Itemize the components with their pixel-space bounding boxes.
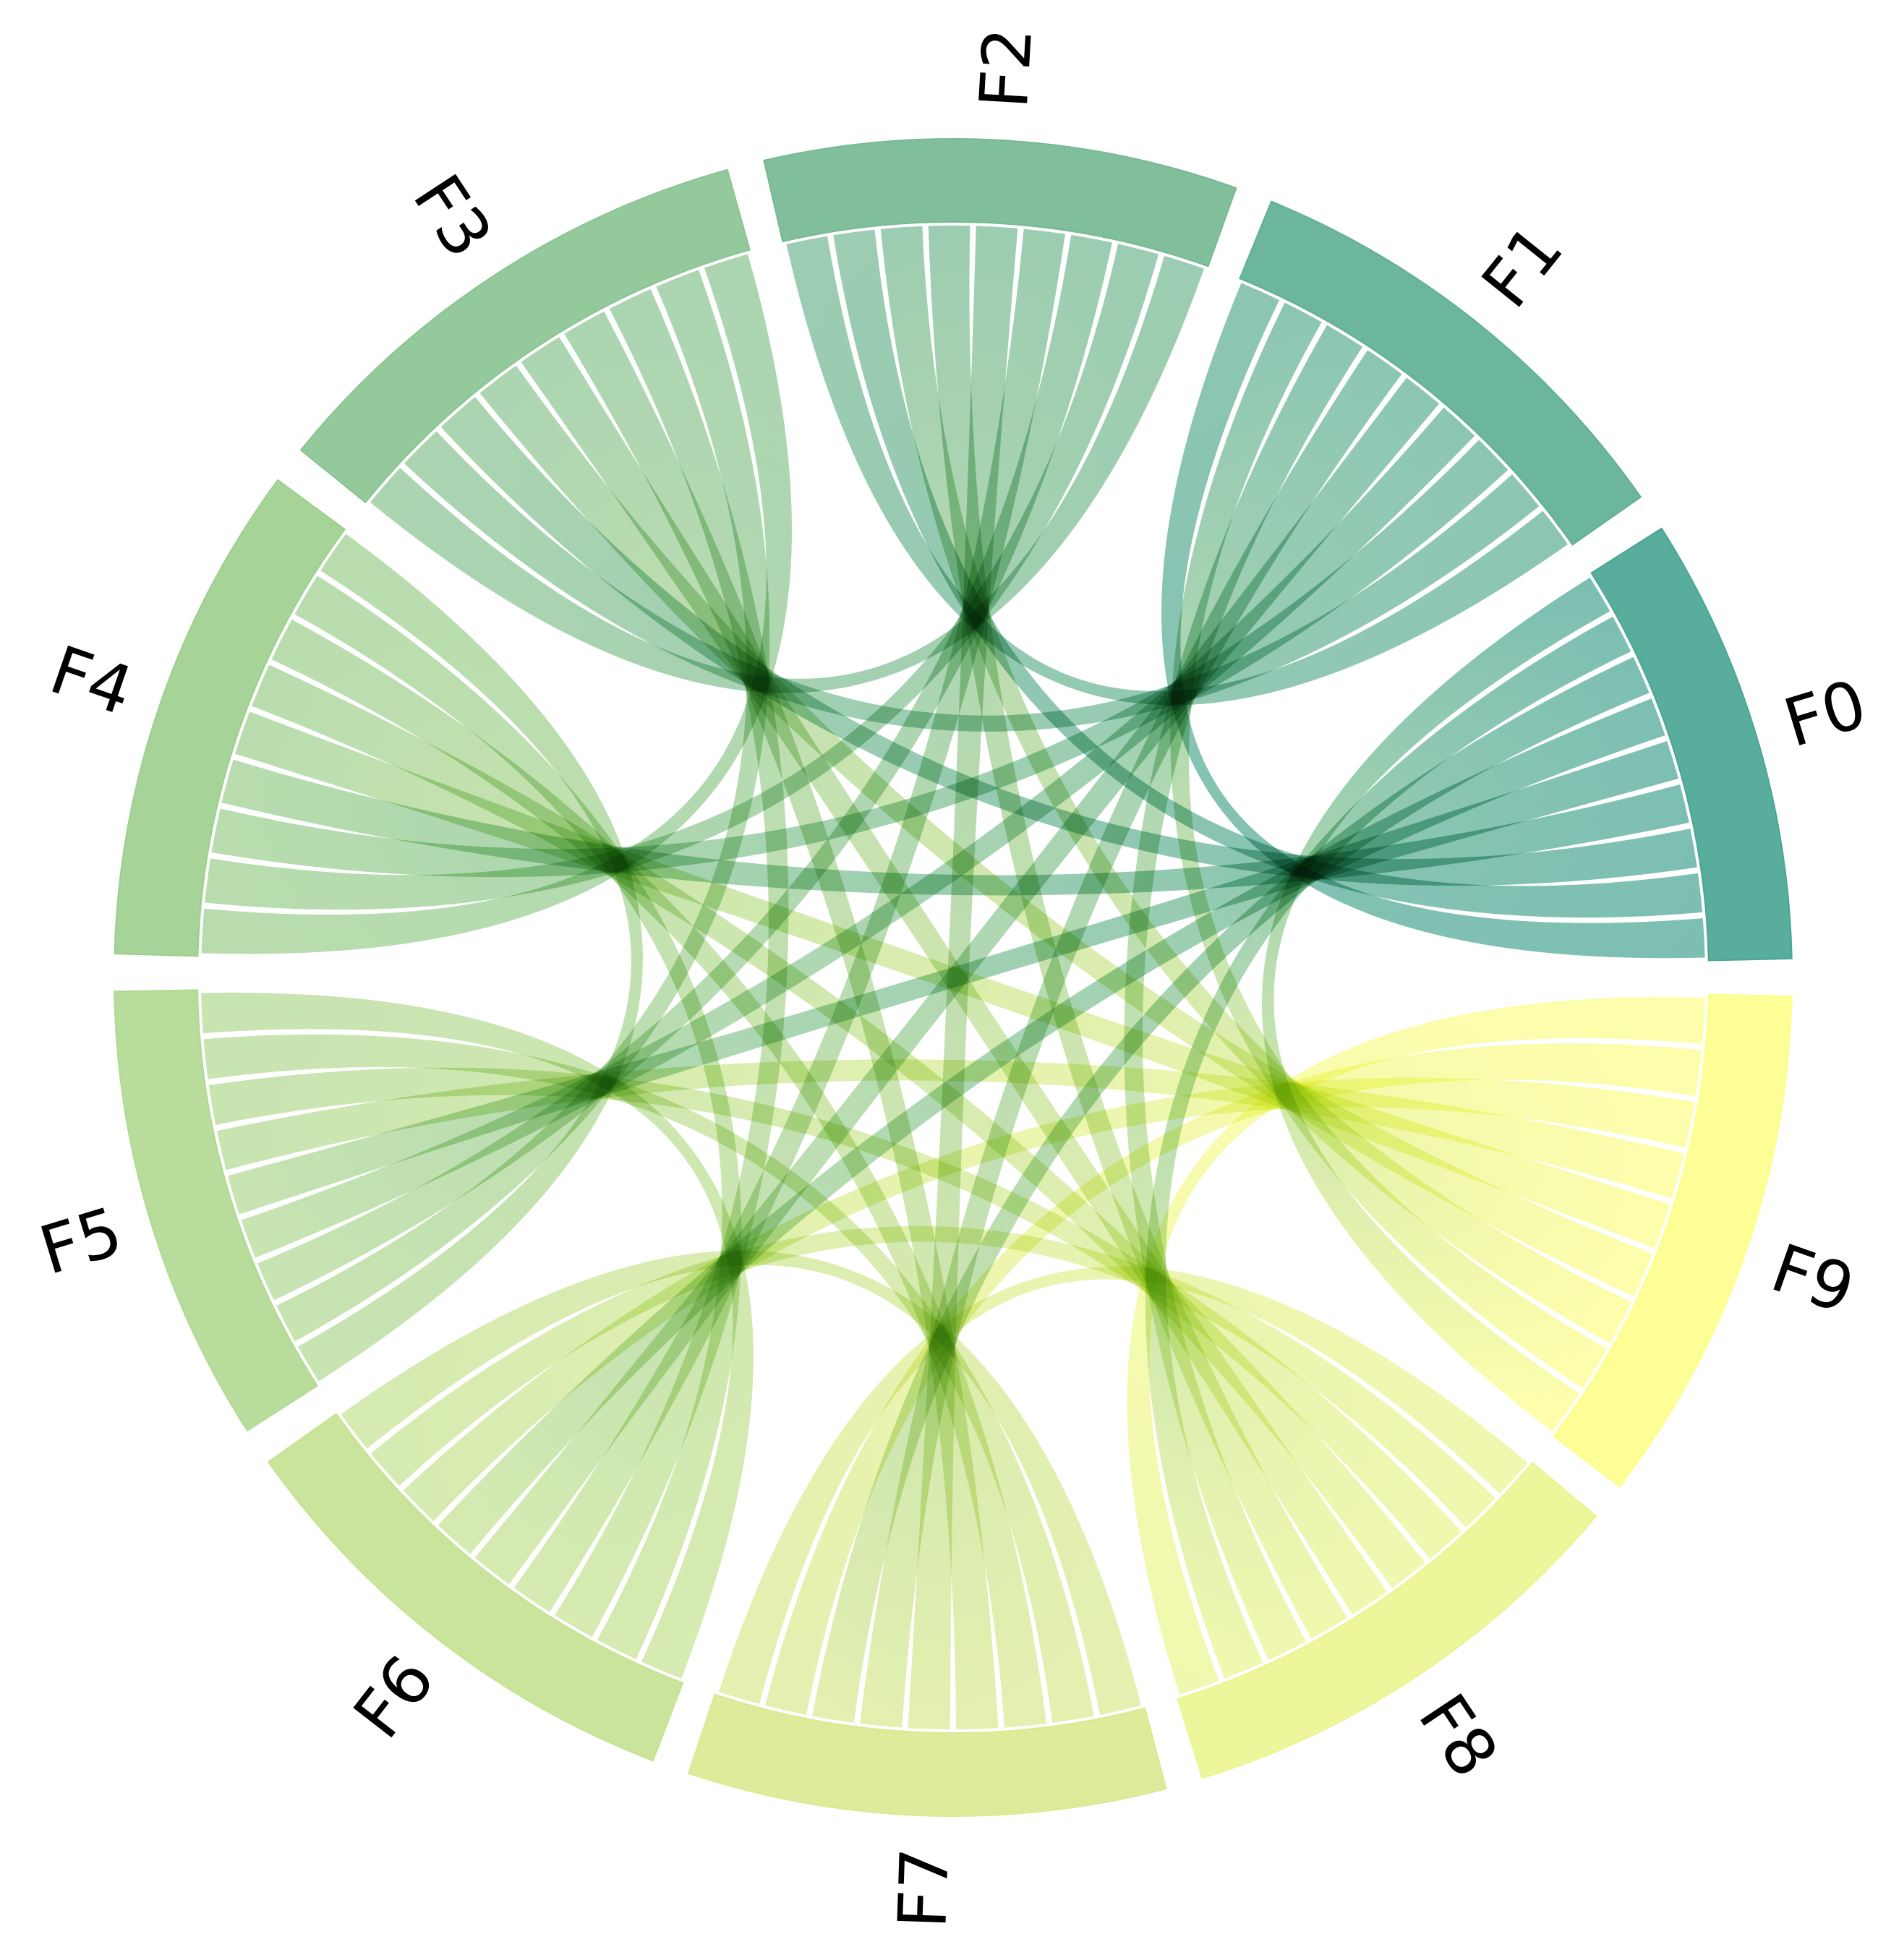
- chord-F8-F9: [1127, 996, 1705, 1695]
- node-label-f2: F2: [965, 25, 1047, 110]
- node-label-f6: F6: [339, 1641, 450, 1753]
- chord-F0-F1: [1161, 283, 1705, 959]
- node-arc-f4: [114, 479, 346, 957]
- node-arc-f9: [1552, 993, 1793, 1488]
- chord-F2-F8: [928, 225, 1348, 1639]
- chord-F0-F8: [1145, 616, 1631, 1679]
- node-arc-f7: [687, 1693, 1167, 1817]
- node-label-f3: F3: [398, 161, 507, 271]
- node-label-f7: F7: [884, 1846, 964, 1930]
- chord-F3-F5: [276, 270, 770, 1342]
- chord-F3-F4: [201, 254, 793, 954]
- chord-F1-F4: [211, 440, 1508, 878]
- node-label-f8: F8: [1404, 1681, 1513, 1791]
- arcs-layer: [114, 138, 1793, 1817]
- node-arc-f8: [1177, 1461, 1597, 1779]
- chord-F1-F7: [860, 350, 1402, 1728]
- chord-F4-F9: [235, 711, 1670, 1249]
- node-label-f4: F4: [41, 631, 142, 730]
- chord-F5-F6: [201, 993, 754, 1679]
- node-arc-f5: [114, 989, 319, 1432]
- chord-F0-F9: [1261, 577, 1610, 1432]
- chord-F2-F6: [513, 228, 1066, 1612]
- chord-F3-F7: [564, 311, 999, 1729]
- chords-layer: [201, 225, 1705, 1729]
- node-label-f1: F1: [1467, 210, 1578, 322]
- node-label-f5: F5: [31, 1192, 131, 1290]
- node-label-f9: F9: [1762, 1229, 1864, 1329]
- node-arc-f1: [1239, 200, 1642, 546]
- chord-F6-F9: [403, 1077, 1695, 1521]
- node-arc-f3: [299, 168, 751, 504]
- node-arc-f0: [1590, 527, 1793, 962]
- node-label-f0: F0: [1775, 665, 1875, 763]
- chord-F4-F5: [298, 534, 643, 1382]
- node-arc-f6: [267, 1413, 684, 1762]
- node-arc-f2: [763, 138, 1237, 268]
